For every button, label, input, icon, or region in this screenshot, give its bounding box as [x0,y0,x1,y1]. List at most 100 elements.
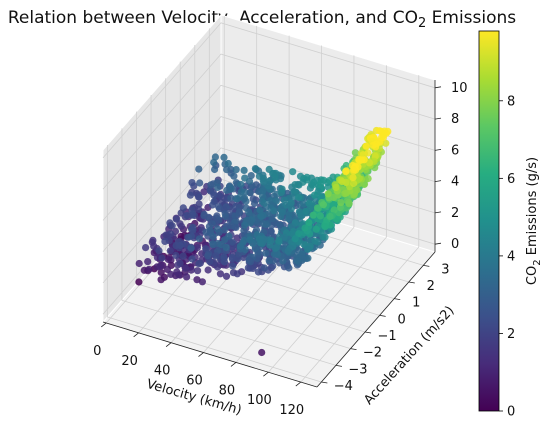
scatter-point [256,206,264,214]
z-tick [434,180,442,183]
scatter-point [260,199,268,207]
z-tick [434,211,442,214]
z-tick-label: 8 [451,112,459,127]
scatter-point [266,241,274,249]
scatter-point [271,244,279,252]
scatter-point [223,186,231,195]
scatter-point [234,255,242,263]
scatter-point [176,259,184,267]
y-tick [365,331,372,334]
scatter-point [294,257,302,265]
scatter-point [195,165,203,173]
scatter-point [312,225,320,233]
scatter-point [168,222,176,230]
y-tick-label: 0 [398,312,406,327]
scatter-point [285,215,293,223]
scatter-point [228,243,236,251]
z-tick-label: 0 [451,237,459,252]
x-tick [133,332,139,338]
chart-title-tail: Emissions [426,8,516,28]
y-tick-label: −3 [348,362,367,377]
scatter-point [364,175,372,183]
scatter-point [244,264,252,272]
scatter-point [275,237,283,245]
grid-line-z [102,147,436,284]
colorbar-label: CO2 Emissions (g/s) [525,157,543,285]
scatter-point [245,257,253,265]
scatter-point [271,173,279,181]
scatter-point [258,192,267,200]
scatter-point [186,191,194,199]
y-tick [408,281,415,284]
scatter-point [305,199,313,207]
scatter-point [295,230,303,238]
grid-line-x [300,75,420,383]
scatter-point [260,264,268,272]
scatter-point [355,157,363,165]
scatter-point [338,177,346,186]
scatter-point [209,240,217,248]
scatter-point [224,159,232,168]
scatter-point [135,259,143,268]
scatter-point [210,158,218,166]
scatter-point [350,166,358,174]
x-tick-label: 100 [247,393,272,408]
y-tick [321,381,328,384]
scatter-point [311,237,319,245]
scatter-point [223,166,231,174]
scatter-point [135,278,143,286]
scatter-point [167,270,175,278]
scatter-point [237,187,245,196]
y-tick-label: −4 [334,379,353,394]
scatter-point [208,201,217,209]
scatter-point [172,242,180,250]
scatter-point [204,252,212,260]
scatter-point [321,233,329,241]
colorbar-tick-label: 6 [507,172,515,187]
scatter-point [326,212,334,221]
scatter-point [265,257,273,265]
scatter-point [321,223,329,231]
scatter-point [144,258,152,266]
scatter-point [229,269,238,277]
z-tick [434,86,442,89]
scatter-point [188,211,196,219]
colorbar-label-subscript: 2 [532,259,543,265]
scatter-point [345,200,353,208]
scatter-points [135,126,392,357]
z-tick-label: 4 [451,175,459,190]
scatter-point [257,239,265,247]
x-tick-label: 20 [121,354,138,369]
scatter-point [211,165,219,174]
scatter-point [341,190,349,198]
scatter-point [337,199,345,207]
chart-title-main: Relation between Velocity, Acceleration,… [8,8,418,28]
grid-line-z [102,22,436,159]
x-tick [230,362,237,367]
z-tick [434,148,442,151]
scatter-point [259,187,267,195]
scatter-point [242,197,250,205]
scatter-point [319,201,327,209]
grid-line-x [268,65,387,373]
scatter-point [207,181,215,189]
scatter-point [309,211,317,219]
scatter-point [200,188,208,196]
y-tick [335,364,343,367]
y-tick [379,314,386,317]
scatter-point [195,205,203,213]
scatter-point [310,191,319,199]
scatter-point [305,218,313,227]
y-axis-line [316,251,436,388]
grid-line-y [106,145,322,383]
scatter-point [188,179,196,187]
scatter-point [251,165,259,173]
scatter-point [280,233,288,241]
y-tick [394,298,401,301]
x-tick-label: 80 [219,383,236,398]
scatter-point [291,181,299,189]
colorbar-tick-label: 8 [507,94,515,109]
scatter-point [260,178,268,186]
scatter-point [300,200,308,208]
